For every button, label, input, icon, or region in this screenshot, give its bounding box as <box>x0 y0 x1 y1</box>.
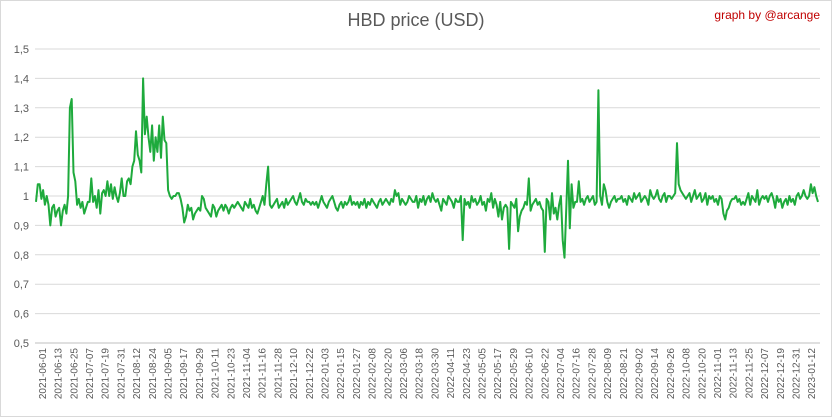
x-tick-label: 2022-06-10 <box>525 348 536 400</box>
gridlines <box>35 48 820 344</box>
x-tick-label: 2022-05-17 <box>493 348 504 400</box>
x-tick-label: 2021-09-29 <box>195 348 206 400</box>
x-tick-label: 2021-06-13 <box>54 348 65 400</box>
chart-credit: graph by @arcange <box>714 8 820 22</box>
x-tick-label: 2022-09-02 <box>634 348 645 400</box>
x-tick-label: 2021-08-12 <box>132 348 143 400</box>
x-tick-label: 2022-05-29 <box>509 348 520 400</box>
x-tick-label: 2021-12-22 <box>305 348 316 400</box>
x-tick-label: 2022-01-27 <box>352 348 363 400</box>
x-tick-label: 2021-10-11 <box>211 348 222 399</box>
x-tick-label: 2022-05-05 <box>477 348 488 400</box>
y-tick-label: 1 <box>23 191 29 203</box>
y-tick-label: 0,5 <box>14 338 29 350</box>
x-tick-label: 2021-11-16 <box>258 348 269 399</box>
x-tick-label: 2022-07-28 <box>587 348 598 400</box>
x-tick-label: 2022-12-31 <box>791 348 802 400</box>
x-tick-label: 2021-07-19 <box>101 348 112 400</box>
x-tick-label: 2022-12-07 <box>760 348 771 400</box>
y-tick-label: 1,3 <box>14 103 29 115</box>
x-tick-label: 2022-08-09 <box>603 348 614 400</box>
x-tick-label: 2022-03-30 <box>430 348 441 400</box>
y-tick-label: 0,7 <box>14 279 29 291</box>
y-tick-label: 1,5 <box>14 44 29 56</box>
y-tick-label: 0,6 <box>14 309 29 321</box>
x-tick-label: 2022-07-04 <box>556 348 567 400</box>
x-tick-label: 2022-12-19 <box>776 348 787 400</box>
x-tick-label: 2022-07-16 <box>572 348 583 400</box>
x-tick-label: 2021-09-17 <box>179 348 190 400</box>
x-axis-ticks: 2021-06-01 2021-06-13 2021-06-25 2021-07-07… <box>38 348 818 400</box>
y-tick-label: 0,9 <box>14 220 29 232</box>
x-tick-label: 2022-04-23 <box>462 348 473 400</box>
x-tick-label: 2022-09-26 <box>666 348 677 400</box>
y-tick-label: 1,4 <box>14 73 29 85</box>
x-tick-label: 2022-08-21 <box>619 348 630 400</box>
y-axis-ticks: 0,5 0,6 0,7 0,8 0,9 1 1,1 1,2 1,3 1,4 1,5 <box>14 44 29 350</box>
x-tick-label: 2022-11-25 <box>744 348 755 399</box>
x-tick-label: 2022-02-08 <box>368 348 379 400</box>
y-tick-label: 0,8 <box>14 250 29 262</box>
x-tick-label: 2021-07-31 <box>116 348 127 400</box>
x-tick-label: 2022-11-01 <box>713 348 724 399</box>
chart-title: HBD price (USD) <box>347 10 485 30</box>
series-line <box>35 77 819 259</box>
x-tick-label: 2023-01-12 <box>807 348 818 400</box>
x-tick-label: 2022-01-03 <box>320 348 331 400</box>
x-tick-label: 2021-06-01 <box>38 348 49 400</box>
x-tick-label: 2022-10-08 <box>682 348 693 400</box>
x-tick-label: 2021-11-28 <box>273 348 284 399</box>
x-tick-label: 2022-01-15 <box>336 348 347 400</box>
x-tick-label: 2021-06-25 <box>69 348 80 400</box>
x-tick-label: 2021-07-07 <box>85 348 96 400</box>
x-tick-label: 2022-04-11 <box>446 348 457 399</box>
y-tick-label: 1,2 <box>14 132 29 144</box>
x-tick-label: 2022-06-22 <box>540 348 551 400</box>
x-tick-label: 2022-03-06 <box>399 348 410 400</box>
x-tick-label: 2022-02-20 <box>383 348 394 400</box>
y-tick-label: 1,1 <box>14 162 29 174</box>
x-tick-label: 2021-08-24 <box>148 348 159 400</box>
x-tick-label: 2021-11-04 <box>242 348 253 399</box>
x-tick-label: 2022-03-18 <box>415 348 426 400</box>
x-tick-label: 2021-10-23 <box>226 348 237 400</box>
series-group <box>35 77 819 259</box>
x-tick-label: 2021-09-05 <box>163 348 174 400</box>
x-tick-label: 2021-12-10 <box>289 348 300 400</box>
x-tick-label: 2022-09-14 <box>650 348 661 400</box>
x-tick-label: 2022-10-20 <box>697 348 708 400</box>
x-tick-label: 2022-11-13 <box>729 348 740 399</box>
